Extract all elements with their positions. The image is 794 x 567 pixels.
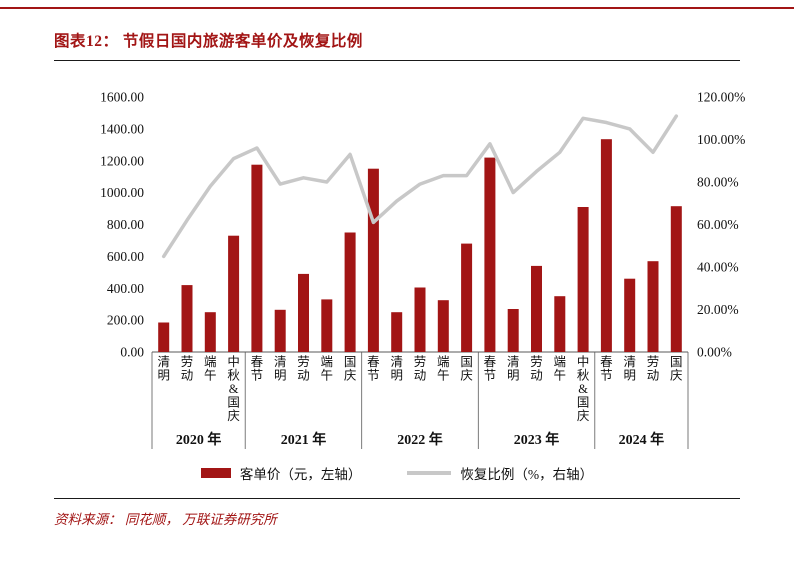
- legend-bar-label: 客单价（元，左轴）: [239, 467, 362, 482]
- price-bar: [367, 168, 379, 352]
- price-bar: [298, 273, 309, 352]
- price-bar: [647, 261, 659, 352]
- left-axis-tick: 600.00: [107, 249, 144, 264]
- year-label: 2024 年: [619, 431, 665, 448]
- right-axis-tick: 0.00%: [697, 345, 732, 360]
- figure-title: 图表12： 节假日国内旅游客单价及恢复比例: [54, 33, 363, 50]
- category-label: 劳动: [297, 355, 310, 383]
- year-label: 2021 年: [281, 431, 327, 448]
- category-label: 中秋&国庆: [577, 354, 590, 423]
- left-axis-tick: 1200.00: [100, 153, 144, 168]
- price-bar: [391, 312, 403, 352]
- price-bar: [624, 278, 636, 352]
- left-axis-tick: 1600.00: [100, 90, 144, 105]
- category-label: 劳动: [530, 355, 543, 383]
- right-axis-tick: 120.00%: [697, 90, 745, 105]
- right-axis-tick: 60.00%: [697, 217, 739, 232]
- price-bar: [554, 296, 566, 352]
- category-label: 春节: [600, 355, 613, 383]
- report-top-rule: [0, 7, 794, 9]
- category-label: 清明: [157, 355, 170, 383]
- left-axis-tick: 0.00: [120, 345, 144, 360]
- right-axis-tick: 80.00%: [697, 175, 739, 190]
- left-axis-tick: 800.00: [107, 217, 144, 232]
- category-label: 春节: [251, 355, 264, 383]
- category-label: 中秋&国庆: [227, 354, 240, 423]
- year-label: 2023 年: [514, 431, 560, 448]
- category-label: 劳动: [647, 355, 660, 383]
- price-bar: [507, 309, 519, 352]
- chart-canvas: 0.00 200.00 400.00 600.00 800.00 1000.00 1200.…: [100, 90, 745, 449]
- recovery-line: [161, 114, 679, 259]
- category-label: 劳动: [414, 355, 427, 383]
- legend-item-bars: 客单价（元，左轴）: [200, 463, 362, 483]
- category-label: 端午: [321, 355, 334, 383]
- price-bar: [204, 312, 216, 352]
- category-label: 端午: [204, 355, 217, 383]
- year-label: 2020 年: [176, 431, 222, 448]
- price-bar: [321, 299, 333, 352]
- price-bar: [670, 206, 682, 352]
- price-bar: [600, 139, 612, 352]
- price-bar: [228, 235, 240, 352]
- category-label: 清明: [507, 355, 520, 383]
- price-bar: [577, 207, 589, 352]
- legend-line-label: 恢复比例（%，右轴）: [460, 467, 594, 482]
- left-axis-tick: 400.00: [107, 281, 144, 296]
- figure-header: 图表12： 节假日国内旅游客单价及恢复比例: [54, 29, 740, 61]
- category-label: 劳动: [181, 355, 194, 383]
- price-bar: [158, 322, 170, 352]
- price-bar: [274, 309, 286, 352]
- price-bar: [251, 164, 263, 352]
- category-label: 国庆: [460, 355, 473, 383]
- price-bar: [484, 157, 496, 352]
- price-bar: [344, 232, 356, 352]
- price-bar: [461, 243, 473, 352]
- category-label: 春节: [484, 355, 497, 383]
- category-label: 端午: [437, 355, 450, 383]
- source-note: 资料来源： 同花顺， 万联证券研究所: [54, 512, 277, 527]
- year-label: 2022 年: [397, 431, 443, 448]
- left-axis-tick: 1400.00: [100, 121, 144, 136]
- footer-divider: [54, 498, 740, 499]
- left-axis-tick: 1000.00: [100, 185, 144, 200]
- price-bar: [414, 287, 426, 352]
- right-axis-tick: 40.00%: [697, 260, 739, 275]
- right-axis-tick: 20.00%: [697, 302, 739, 317]
- category-label: 国庆: [344, 355, 357, 383]
- category-label: 端午: [554, 355, 567, 383]
- price-bar: [181, 285, 193, 352]
- legend-bar-swatch: [200, 468, 231, 478]
- category-label: 清明: [274, 355, 287, 383]
- category-label: 清明: [623, 355, 636, 383]
- price-bar: [437, 300, 449, 352]
- legend: 客单价（元，左轴） 恢复比例（%，右轴）: [0, 463, 794, 483]
- category-label: 国庆: [670, 355, 683, 383]
- legend-line-swatch: [407, 471, 452, 475]
- right-axis-tick: 100.00%: [697, 132, 745, 147]
- category-label: 春节: [367, 355, 380, 383]
- price-bar: [531, 265, 542, 352]
- category-label: 清明: [390, 355, 403, 383]
- legend-item-line: 恢复比例（%，右轴）: [407, 463, 593, 483]
- left-axis-tick: 200.00: [107, 313, 144, 328]
